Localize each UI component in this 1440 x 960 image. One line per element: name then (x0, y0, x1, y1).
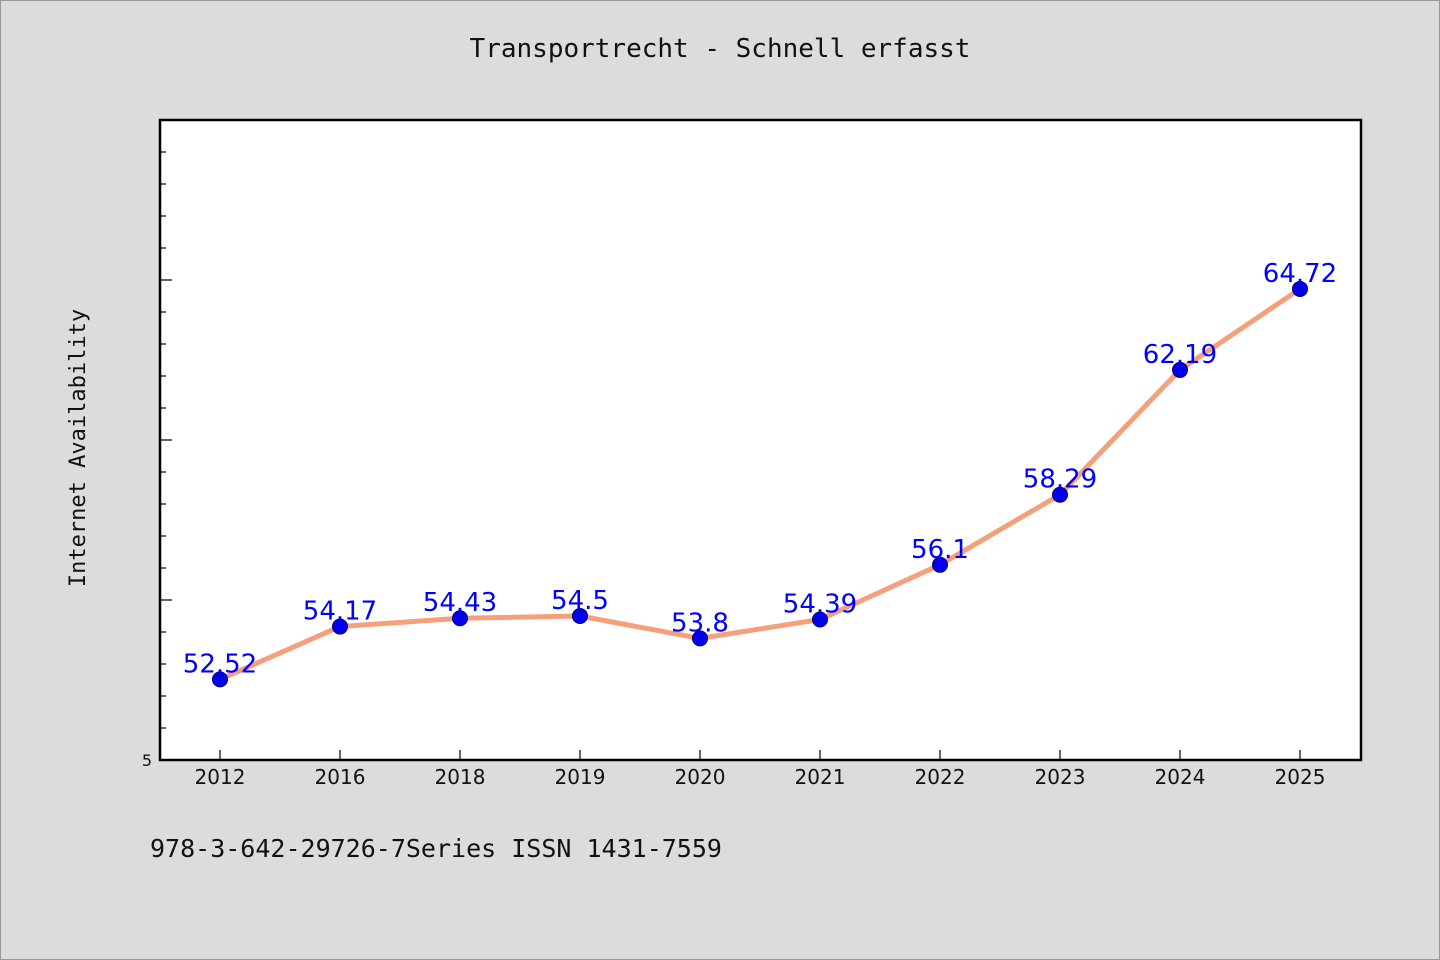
x-tick-label: 2022 (915, 765, 966, 789)
data-point (452, 610, 468, 627)
y-ticks: 5 (142, 151, 172, 770)
data-label: 54.39 (783, 590, 857, 620)
footnote: 978-3-642-29726-7Series ISSN 1431-7559 (150, 834, 722, 863)
x-tick-label: 2025 (1275, 765, 1326, 789)
data-label: 53.8 (671, 608, 729, 638)
data-point (1172, 361, 1188, 378)
x-tick-label: 2012 (195, 765, 246, 789)
y-axis-label: Internet Availability (66, 309, 91, 587)
data-point (812, 611, 828, 628)
x-tick-label: 2019 (555, 765, 606, 789)
data-label: 58.29 (1023, 465, 1097, 495)
data-markers (212, 280, 1308, 688)
data-label: 54.5 (551, 586, 609, 616)
y-tick-label: 5 (142, 751, 152, 770)
x-tick-label: 2024 (1155, 765, 1206, 789)
x-tick-label: 2016 (315, 765, 366, 789)
data-label: 64.72 (1263, 259, 1337, 289)
x-tick-label: 2020 (675, 765, 726, 789)
data-label: 52.52 (183, 649, 257, 679)
series-line (217, 286, 1303, 682)
data-label: 62.19 (1143, 340, 1217, 370)
data-point (1052, 486, 1068, 503)
data-point (692, 630, 708, 647)
data-point (332, 618, 348, 635)
data-point (572, 608, 588, 624)
x-tick-label: 2021 (795, 765, 846, 789)
x-tick-label: 2023 (1035, 765, 1086, 789)
data-label: 54.43 (423, 588, 497, 618)
data-point (212, 671, 228, 688)
data-point (1292, 280, 1308, 297)
data-point (932, 556, 948, 573)
data-label: 56.1 (911, 535, 969, 565)
plot-area (158, 118, 1363, 762)
data-label: 54.17 (303, 597, 377, 627)
data-labels: 52.52 54.17 54.43 54.5 53.8 54.39 56.1 58.29 62.… (183, 259, 1337, 679)
x-tick-label: 2018 (435, 765, 486, 789)
chart-title: Transportrecht - Schnell erfasst (469, 34, 971, 64)
x-ticks: 2012 2016 2018 2019 2020 2021 2022 2023 2024 2025 (195, 750, 1326, 789)
